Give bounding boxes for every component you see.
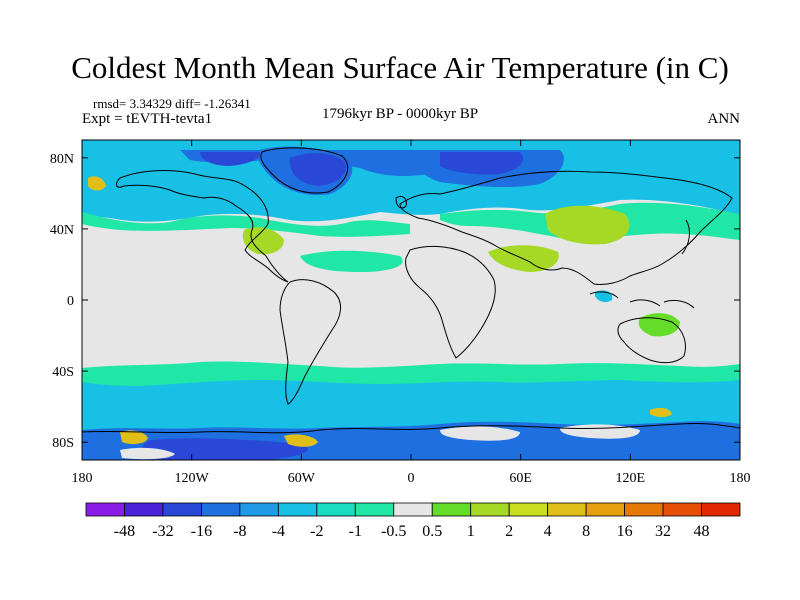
lat-tick-label: 0 <box>67 294 74 309</box>
field-region-tibet-green <box>545 205 630 245</box>
lat-tick-label: 80S <box>52 436 74 451</box>
lat-tick-label: 40S <box>52 365 74 380</box>
field-region-southern-ocean-teal <box>82 361 740 386</box>
coastline-north-america <box>116 170 289 283</box>
period-label: 1796kyr BP - 0000kyr BP <box>321 106 479 122</box>
latitude-axis: 80N 40N 0 40S 80S <box>50 152 740 451</box>
field-region-mexico-green <box>242 227 284 255</box>
field-region-deep-blue-2 <box>440 152 524 175</box>
field-region-alaska-warm <box>88 176 106 191</box>
coastline-south-america <box>279 279 341 405</box>
field-region-deep-blue-3 <box>200 152 261 166</box>
colorbar-swatch <box>585 502 625 517</box>
coastline-antarctica <box>82 423 740 434</box>
coastline-greenland <box>260 147 349 194</box>
field-region-deep-blue-1 <box>289 153 347 186</box>
chart-title: Coldest Month Mean Surface Air Temperatu… <box>71 50 729 85</box>
colorbar-swatch <box>508 502 549 517</box>
stats-text: rmsd= 3.34329 diff= -1.26341 <box>93 96 251 111</box>
colorbar-label: 2 <box>505 523 513 540</box>
colorbar-label: 48 <box>694 523 710 540</box>
colorbar-swatch <box>547 502 587 517</box>
colorbar-swatch <box>201 502 241 517</box>
colorbar-swatch <box>277 502 318 517</box>
field-region-antarctic-gray-3 <box>120 447 175 460</box>
experiment-label: Expt = tEVTH-tevta1 <box>82 111 213 127</box>
colorbar-label: 4 <box>544 523 552 540</box>
colorbar-label: -16 <box>191 523 212 540</box>
lon-tick-label: 180 <box>730 471 751 486</box>
colorbar-swatch <box>393 502 433 517</box>
field-region-indian-cyan <box>595 290 613 303</box>
field-region-antarctic-warm-2 <box>284 434 318 447</box>
colorbar-label: -8 <box>233 523 246 540</box>
colorbar-swatch <box>354 502 395 517</box>
coastline-indonesia <box>589 291 695 309</box>
colorbar-swatch <box>431 502 472 517</box>
field-region-antarctic-warm-3 <box>650 407 672 417</box>
colorbar-label: 0.5 <box>422 523 442 540</box>
coastline-japan <box>681 219 690 255</box>
lon-tick-label: 180 <box>72 471 93 486</box>
lat-tick-label: 80N <box>50 152 74 167</box>
field-region-antarctic-deep-blue <box>142 438 308 460</box>
lon-tick-label: 120E <box>616 471 646 486</box>
lon-tick-label: 0 <box>408 471 415 486</box>
coastlines <box>82 147 740 434</box>
colorbar-label: -4 <box>272 523 285 540</box>
colorbar-swatch <box>239 502 279 517</box>
coastline-uk <box>395 195 407 209</box>
colorbar-label: 32 <box>655 523 671 540</box>
colorbar-swatch <box>85 502 125 517</box>
colorbar-swatch <box>701 502 741 517</box>
field-region-antarctic-gray-1 <box>440 426 520 441</box>
lon-tick-label: 120W <box>175 471 210 486</box>
colorbar-swatch <box>470 502 510 517</box>
colorbar-label: -1 <box>349 523 362 540</box>
longitude-axis: 180 120W 60W 0 60E 120E 180 <box>72 140 751 486</box>
colorbar-swatch <box>162 502 202 517</box>
colorbar-swatch <box>662 502 702 517</box>
colorbar-label: -2 <box>310 523 323 540</box>
colorbar-label: 8 <box>582 523 590 540</box>
colorbar-label: -32 <box>152 523 173 540</box>
lon-tick-label: 60W <box>288 471 316 486</box>
colorbar-swatch <box>316 502 356 517</box>
field-region-atlantic-teal <box>300 250 403 272</box>
season-label: ANN <box>707 111 741 127</box>
colorbar-label: -0.5 <box>381 523 406 540</box>
field-region-north-teal <box>82 212 410 237</box>
field-region-antarctic-warm-1 <box>120 430 148 445</box>
coastline-australia <box>617 317 686 364</box>
map-field <box>82 140 740 460</box>
colorbar-label: -48 <box>114 523 135 540</box>
colorbar: -48 -32 -16 -8 -4 -2 -1 -0.5 0.5 1 2 4 8 16 32 48 <box>85 502 741 540</box>
colorbar-label: 1 <box>467 523 475 540</box>
lat-tick-label: 40N <box>50 223 74 238</box>
lon-tick-label: 60E <box>509 471 532 486</box>
field-region-australia-green <box>638 313 680 337</box>
colorbar-label: 16 <box>617 523 633 540</box>
colorbar-swatch <box>124 502 164 517</box>
coastline-africa <box>405 245 496 359</box>
colorbar-swatch <box>624 502 664 517</box>
coastline-eurasia <box>399 170 733 285</box>
